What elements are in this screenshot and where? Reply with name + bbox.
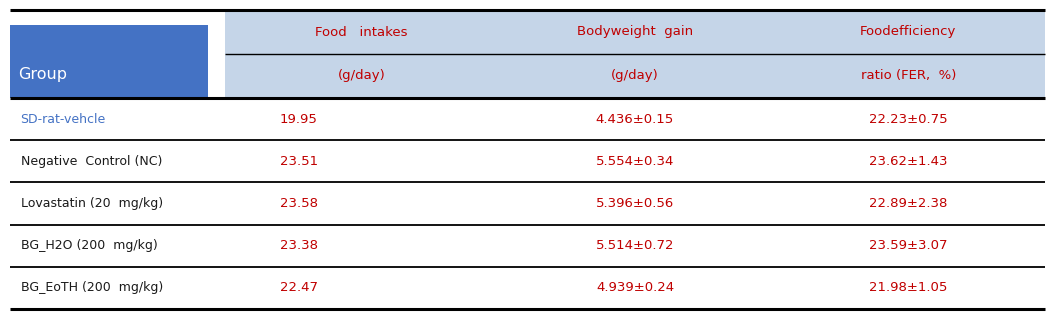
Text: 23.51: 23.51: [280, 155, 318, 168]
Bar: [225, 54, 498, 98]
Text: 22.47: 22.47: [280, 281, 318, 294]
Text: 23.59±3.07: 23.59±3.07: [869, 239, 947, 252]
Text: 21.98±1.05: 21.98±1.05: [869, 281, 947, 294]
Bar: [771, 54, 1046, 98]
Bar: [225, 10, 498, 54]
Text: Food   intakes: Food intakes: [315, 26, 408, 39]
Text: 5.554±0.34: 5.554±0.34: [596, 155, 674, 168]
Bar: [498, 10, 771, 54]
Text: 23.62±1.43: 23.62±1.43: [869, 155, 947, 168]
Text: (g/day): (g/day): [338, 70, 385, 83]
Text: Group: Group: [18, 67, 68, 82]
Text: (g/day): (g/day): [611, 70, 659, 83]
Text: Lovastatin (20  mg/kg): Lovastatin (20 mg/kg): [20, 197, 162, 210]
Bar: [498, 54, 771, 98]
Text: 23.58: 23.58: [280, 197, 318, 210]
Text: BG_EoTH (200  mg/kg): BG_EoTH (200 mg/kg): [20, 281, 162, 294]
Bar: [9, 26, 208, 98]
Text: 22.23±0.75: 22.23±0.75: [869, 113, 947, 126]
Text: 5.514±0.72: 5.514±0.72: [596, 239, 674, 252]
Text: 5.396±0.56: 5.396±0.56: [596, 197, 674, 210]
Text: 22.89±2.38: 22.89±2.38: [869, 197, 947, 210]
Bar: [771, 10, 1046, 54]
Text: Bodyweight  gain: Bodyweight gain: [577, 26, 693, 39]
Text: 23.38: 23.38: [280, 239, 318, 252]
Text: 4.939±0.24: 4.939±0.24: [596, 281, 674, 294]
Text: Negative  Control (NC): Negative Control (NC): [20, 155, 161, 168]
Text: 19.95: 19.95: [280, 113, 318, 126]
Text: BG_H2O (200  mg/kg): BG_H2O (200 mg/kg): [20, 239, 157, 252]
Text: SD-rat-vehcle: SD-rat-vehcle: [20, 113, 106, 126]
Text: 4.436±0.15: 4.436±0.15: [596, 113, 674, 126]
Text: ratio (FER,  %): ratio (FER, %): [861, 70, 956, 83]
Text: Foodefficiency: Foodefficiency: [860, 26, 957, 39]
